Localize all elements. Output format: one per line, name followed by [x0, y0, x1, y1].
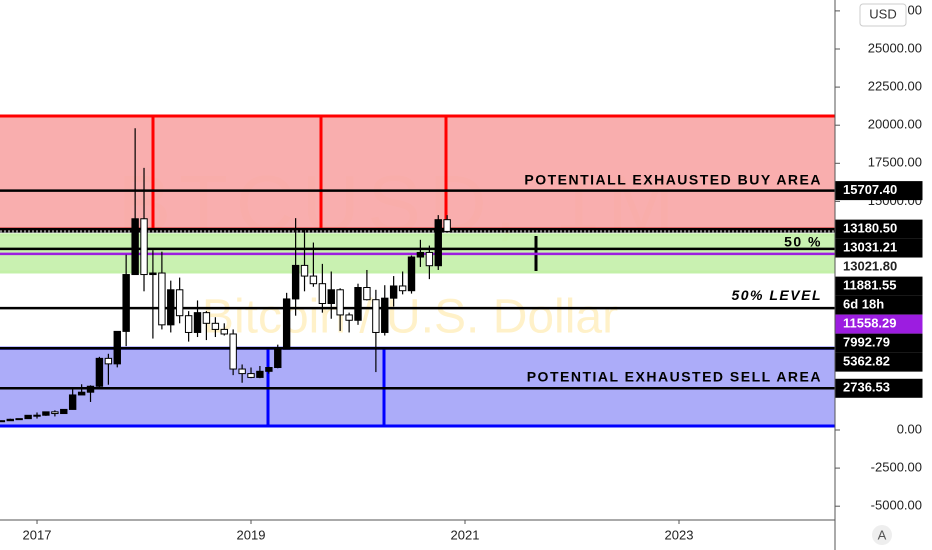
price-tag [835, 257, 923, 277]
candle-body [104, 357, 113, 365]
zone-label: POTENTIALL EXHAUSTED BUY AREA [524, 172, 822, 188]
candle-body [282, 298, 291, 350]
price-tag-label: 15707.40 [843, 182, 897, 197]
y-tick-label: -2500.00 [871, 460, 922, 475]
candle-body [6, 418, 14, 422]
candle-body [33, 414, 41, 417]
scale-button[interactable] [872, 525, 892, 545]
candle-body [354, 287, 362, 321]
level-note: 50% LEVEL [731, 287, 822, 303]
candle-body [265, 367, 273, 372]
price-tag-label: 6d 18h [843, 297, 884, 312]
x-tick-label: 2021 [451, 527, 480, 542]
price-tag-label: 2736.53 [843, 380, 890, 395]
price-tag [835, 333, 923, 353]
candle-body [95, 357, 104, 387]
price-tag-label: 11881.55 [843, 278, 897, 293]
candle-body [202, 312, 211, 324]
candle-body [175, 289, 184, 317]
candle-body [68, 394, 77, 410]
currency-label[interactable]: USD [869, 6, 896, 21]
candle-body [86, 385, 95, 393]
price-tag [835, 276, 923, 296]
price-tag-label: 5362.82 [843, 354, 890, 369]
y-tick-label: 25000.00 [868, 40, 922, 55]
candle-body [24, 414, 32, 420]
watermark-subtitle: Bitcoin / U.S. Dollar [202, 291, 618, 344]
scale-label[interactable]: A [878, 527, 887, 542]
price-tag [835, 219, 923, 239]
y-tick-label: 17500.00 [868, 155, 922, 170]
candle-body [372, 299, 380, 333]
price-tag-label: 7992.79 [843, 335, 890, 350]
x-tick-label: 2017 [23, 527, 52, 542]
y-tick-label: 0.00 [897, 421, 922, 436]
candle-body [256, 370, 264, 378]
candle-body [336, 289, 344, 316]
candle-body [122, 274, 130, 332]
candle-body [113, 330, 121, 365]
price-tag [835, 314, 923, 334]
candle-body [184, 315, 193, 333]
candle-body [300, 264, 309, 277]
price-tag-label: 13031.21 [843, 240, 897, 255]
candle-body [345, 314, 353, 321]
candle-body [193, 312, 202, 333]
price-tag [835, 295, 923, 315]
x-tick-label: 2023 [665, 527, 694, 542]
candle-body [407, 256, 416, 292]
price-tag-label: 13021.80 [843, 259, 897, 274]
candle-body [363, 287, 371, 301]
candle-body [131, 218, 139, 276]
currency-button[interactable] [859, 3, 907, 27]
candle-body [274, 348, 282, 369]
candle-body [389, 285, 398, 299]
candle-body [0, 420, 6, 423]
candle-body [381, 297, 389, 333]
zone-label: 50 % [784, 234, 822, 250]
candle-body [158, 272, 166, 326]
x-tick-label: 2019 [237, 527, 266, 542]
price-tag [835, 181, 923, 201]
candle-body [15, 418, 23, 421]
price-tag [835, 238, 923, 258]
candle-body [238, 368, 246, 375]
candle-body [211, 322, 220, 330]
candle-body [318, 283, 327, 305]
candle-body [434, 219, 442, 267]
y-tick-label: -5000.00 [871, 498, 922, 513]
candle-body [167, 289, 175, 326]
candle-body [229, 333, 237, 370]
price-tag-label: 13180.50 [843, 221, 897, 236]
price-tag [835, 378, 923, 398]
candle-body [149, 272, 157, 276]
price-tag [835, 352, 923, 372]
candle-body [398, 285, 407, 292]
y-tick-label: 22500.00 [868, 79, 922, 94]
zone [0, 115, 835, 230]
price-tag-label: 11558.29 [843, 316, 897, 331]
y-tick-label: 20000.00 [868, 117, 922, 132]
candle-body [247, 373, 255, 378]
candle-body [327, 289, 335, 305]
candle-body [291, 264, 300, 300]
candle-body [220, 328, 228, 335]
candle-body [51, 411, 59, 415]
candle-body [416, 251, 425, 258]
zone-label: POTENTIAL EXHAUSTED SELL AREA [527, 369, 822, 385]
candle-body [77, 391, 86, 396]
candle-body [60, 408, 68, 415]
candle-body [42, 411, 50, 416]
candle-body [443, 219, 451, 232]
candle-body [425, 251, 434, 267]
time-axis [0, 520, 835, 550]
candle-body [309, 275, 318, 285]
candle-body [140, 218, 148, 276]
